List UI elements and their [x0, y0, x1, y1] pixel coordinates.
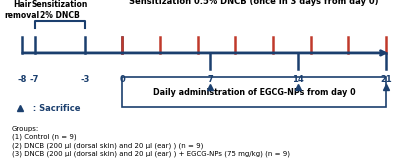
- Text: : Sacrifice: : Sacrifice: [30, 104, 80, 113]
- Text: Daily administration of EGCG-NPs from day 0: Daily administration of EGCG-NPs from da…: [153, 88, 356, 97]
- Text: -3: -3: [80, 75, 90, 84]
- Text: Groups:
(1) Control (n = 9)
(2) DNCB (200 μl (dorsal skin) and 20 μl (ear) ) (n : Groups: (1) Control (n = 9) (2) DNCB (20…: [12, 126, 290, 157]
- Text: 7: 7: [208, 75, 213, 84]
- Text: Sensitization
2% DNCB: Sensitization 2% DNCB: [32, 0, 88, 20]
- Text: 21: 21: [380, 75, 392, 84]
- Text: -8: -8: [17, 75, 27, 84]
- Text: 14: 14: [292, 75, 304, 84]
- Text: -7: -7: [30, 75, 39, 84]
- Text: Sensitization 0.5% DNCB (once in 3 days from day 0): Sensitization 0.5% DNCB (once in 3 days …: [130, 0, 379, 6]
- Text: 0: 0: [120, 75, 125, 84]
- Text: Hair
removal: Hair removal: [4, 0, 40, 20]
